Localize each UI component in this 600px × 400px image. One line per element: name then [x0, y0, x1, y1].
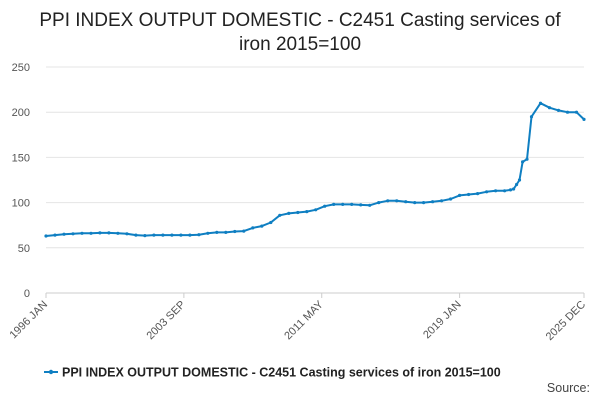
x-tick-label: 2025 DEC	[544, 299, 588, 343]
data-point	[538, 101, 543, 105]
data-point	[547, 106, 552, 110]
data-point	[152, 233, 156, 237]
chart-title: PPI INDEX OUTPUT DOMESTIC - C2451 Castin…	[39, 10, 561, 55]
data-point	[278, 213, 282, 217]
data-point	[269, 220, 273, 225]
data-point	[116, 231, 120, 235]
data-point	[89, 231, 93, 235]
chart-title-line-1: PPI INDEX OUTPUT DOMESTIC - C2451 Castin…	[39, 10, 561, 31]
data-point	[511, 187, 516, 191]
legend-marker-swatch	[48, 369, 54, 375]
data-point	[431, 200, 435, 204]
data-point	[143, 234, 147, 238]
x-tick-label: 2011 MAY	[282, 298, 326, 342]
data-point	[368, 203, 372, 207]
data-point	[529, 115, 534, 119]
data-point	[476, 192, 480, 196]
legend-entry-label: PPI INDEX OUTPUT DOMESTIC - C2451 Castin…	[62, 366, 501, 380]
data-point	[494, 189, 498, 193]
y-tick-label: 0	[24, 288, 30, 300]
data-point	[215, 230, 219, 234]
data-point	[233, 229, 237, 234]
data-point	[467, 192, 471, 197]
y-tick-label: 100	[12, 198, 30, 210]
data-point	[188, 233, 192, 237]
data-point	[80, 231, 84, 235]
data-point	[449, 197, 453, 201]
series-line	[45, 102, 585, 237]
data-point	[515, 182, 519, 187]
data-point	[458, 193, 462, 197]
data-point	[574, 110, 579, 114]
data-point	[242, 229, 246, 233]
data-point	[197, 233, 201, 237]
data-point	[98, 231, 102, 235]
data-point	[260, 224, 264, 228]
x-tick-label: 2003 SEP	[144, 299, 188, 343]
data-point	[413, 201, 417, 205]
data-point	[508, 188, 513, 192]
x-axis: 1996 JAN 2003 SEP 2011 MAY 2019 JAN 2025 DEC	[7, 292, 588, 343]
data-point	[440, 199, 444, 203]
data-point	[305, 210, 309, 214]
data-point	[314, 208, 318, 212]
data-point	[485, 190, 489, 194]
data-point	[251, 226, 255, 230]
chart-title-line-2: iron 2015=100	[239, 34, 361, 55]
x-tick-label: 2019 JAN	[421, 299, 464, 342]
data-point	[206, 231, 210, 235]
data-point	[53, 233, 57, 237]
data-point	[107, 231, 111, 235]
data-point	[134, 233, 138, 237]
data-point	[287, 211, 291, 215]
data-point	[517, 178, 522, 182]
source-label: Source:	[547, 381, 590, 395]
data-point	[224, 230, 228, 234]
data-point	[395, 199, 399, 203]
y-tick-label: 50	[18, 243, 30, 255]
data-point	[179, 233, 183, 237]
data-point	[62, 232, 66, 236]
data-point	[503, 189, 507, 193]
data-point	[125, 232, 129, 236]
data-point	[582, 117, 586, 121]
data-point	[359, 203, 363, 207]
data-point	[565, 110, 570, 114]
y-tick-label: 250	[12, 62, 30, 74]
grid-lines	[46, 66, 584, 249]
y-tick-label: 200	[12, 107, 30, 119]
data-point	[71, 232, 75, 236]
data-point	[161, 233, 165, 237]
data-point	[44, 234, 48, 238]
data-point	[556, 108, 561, 112]
data-point	[521, 160, 525, 164]
x-tick-label: 1996 JAN	[7, 299, 50, 342]
data-point	[350, 202, 354, 206]
y-tick-label: 150	[12, 152, 30, 164]
data-point	[323, 204, 327, 208]
data-point	[332, 202, 336, 206]
data-point	[170, 233, 174, 237]
data-point	[525, 157, 529, 161]
y-axis: 0 50 100 150 200 250	[12, 62, 30, 300]
data-point	[296, 210, 300, 215]
series-layer	[44, 101, 586, 238]
data-point	[404, 200, 408, 204]
data-point	[386, 199, 390, 203]
data-point	[341, 202, 345, 206]
data-point	[422, 201, 426, 205]
legend: PPI INDEX OUTPUT DOMESTIC - C2451 Castin…	[44, 366, 501, 380]
data-point	[377, 201, 381, 205]
